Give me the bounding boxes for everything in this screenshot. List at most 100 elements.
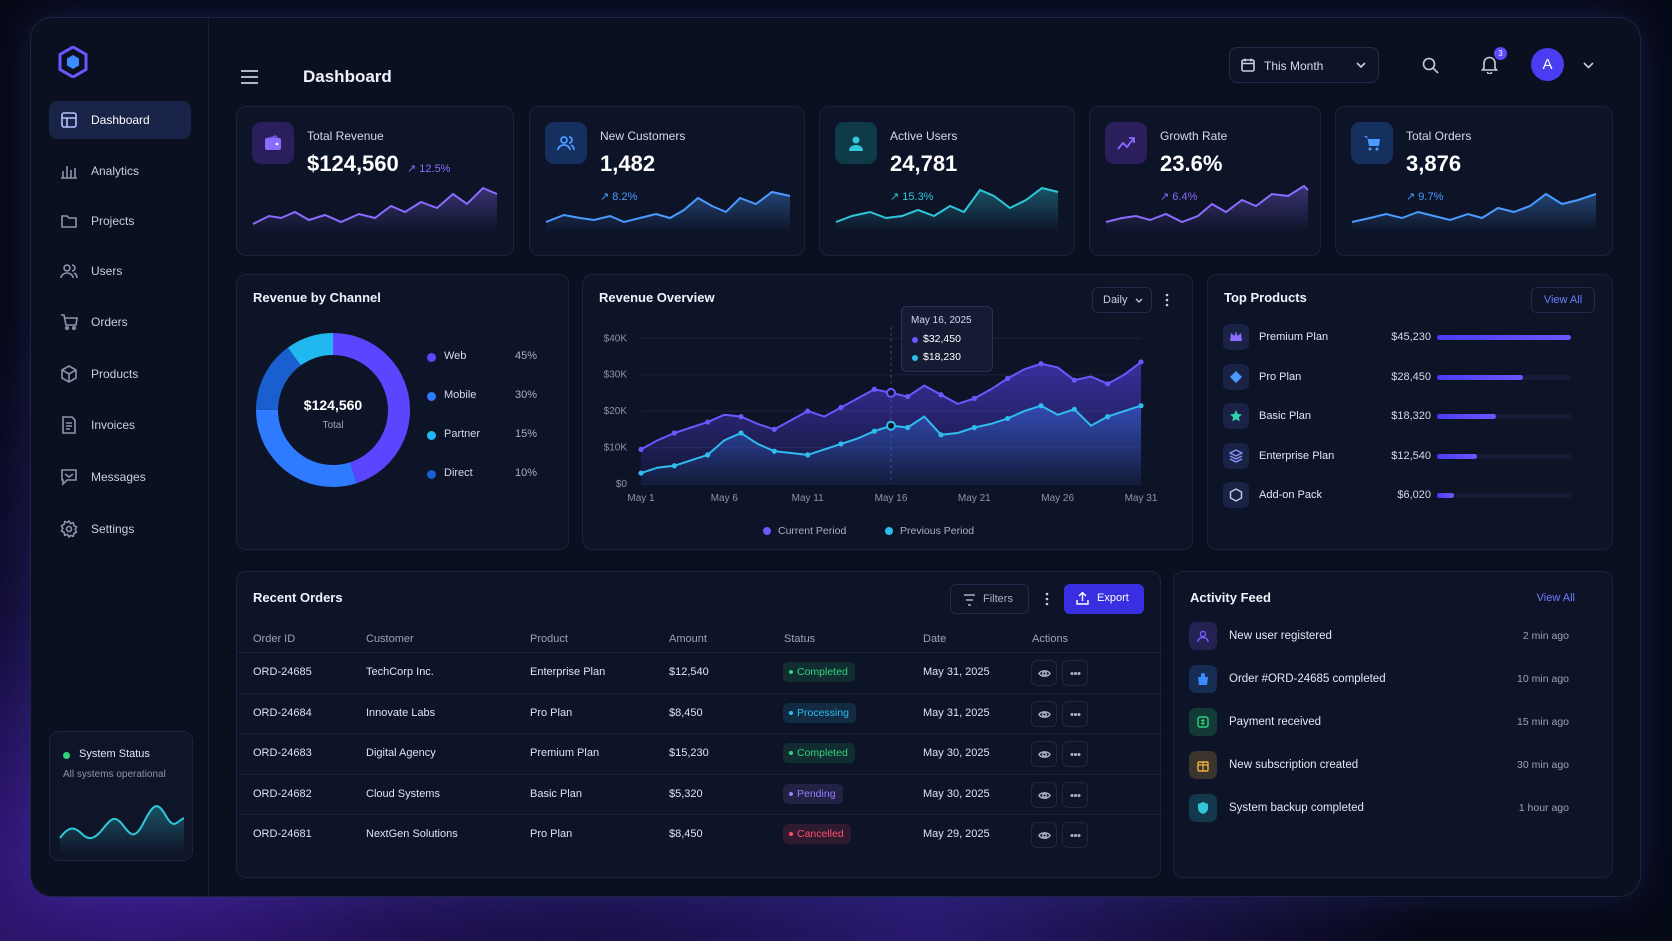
more-actions-button[interactable]	[1062, 822, 1088, 848]
kpi-label: Active Users	[890, 129, 958, 143]
status-badge: Completed	[783, 743, 855, 763]
status-badge: Processing	[783, 702, 856, 723]
table-row[interactable]: ORD-24684 Innovate Labs Pro Plan $8,450 Proc…	[237, 692, 1162, 733]
system-status-subtitle: All systems operational	[63, 769, 166, 780]
money-icon	[1197, 716, 1209, 728]
sidebar-item-messages[interactable]: Messages	[49, 458, 191, 496]
view-order-button[interactable]	[1031, 781, 1057, 808]
more-actions-button[interactable]	[1062, 700, 1088, 727]
data-point	[905, 393, 911, 400]
user-icon	[849, 136, 863, 151]
more-actions-button[interactable]	[1062, 741, 1088, 767]
view-order-button[interactable]	[1031, 660, 1057, 686]
upload-icon	[1076, 592, 1089, 605]
export-button[interactable]: Export	[1064, 584, 1144, 614]
data-point	[805, 452, 811, 458]
data-point	[805, 408, 811, 414]
sidebar-item-label: Analytics	[91, 164, 140, 178]
chevron-down-icon	[1356, 62, 1366, 69]
sidebar-item-projects[interactable]: Projects	[49, 202, 191, 240]
activity-time: 2 min ago	[1522, 630, 1569, 642]
avatar[interactable]: A	[1531, 48, 1564, 81]
revenue-by-channel-card: Revenue by Channel $124,560 Total Web 45%…	[236, 274, 569, 550]
cell-amount: $8,450	[669, 828, 703, 840]
period-select[interactable]: This Month	[1229, 47, 1379, 83]
column-header: Product	[530, 633, 568, 645]
sidebar-item-orders[interactable]: Orders	[49, 303, 191, 341]
layers-icon	[1229, 448, 1243, 463]
card-title: Revenue Overview	[599, 290, 715, 305]
status-badge: Completed	[783, 662, 855, 682]
top-products-card: Top Products View All Premium Plan $45,23…	[1207, 274, 1613, 550]
more-vertical-icon[interactable]	[1045, 592, 1049, 606]
view-all-activity-link[interactable]: View All	[1536, 592, 1575, 604]
sidebar-item-label: Dashboard	[91, 113, 150, 127]
cell-id: ORD-24681	[253, 828, 312, 840]
chevron-down-icon[interactable]	[1583, 62, 1594, 69]
view-all-products-button[interactable]: View All	[1531, 287, 1595, 313]
product-name: Enterprise Plan	[1259, 449, 1335, 462]
more-horizontal-icon	[1070, 752, 1081, 757]
sidebar-item-products[interactable]: Products	[49, 355, 191, 393]
data-point	[1138, 403, 1144, 409]
sidebar-item-invoices[interactable]: Invoices	[49, 406, 191, 444]
chart-tooltip: May 16, 2025 $32,450 $18,230	[901, 306, 993, 372]
data-point	[971, 424, 977, 431]
data-point	[938, 392, 944, 398]
activity-item[interactable]: Payment received 15 min ago	[1189, 706, 1569, 740]
data-point	[705, 452, 711, 458]
tooltip-current: $32,450	[923, 333, 961, 345]
activity-time: 1 hour ago	[1518, 802, 1569, 814]
cell-amount: $5,320	[669, 787, 703, 800]
data-point	[886, 420, 896, 431]
kpi-sparkline	[1105, 184, 1309, 232]
cart-icon	[1364, 136, 1380, 151]
x-tick-label: May 31	[1125, 493, 1158, 504]
recent-orders-card: Recent Orders Filters Export Order ID Cus…	[236, 571, 1162, 878]
menu-icon[interactable]	[241, 70, 258, 84]
kpi-icon-box	[1105, 122, 1147, 164]
table-row[interactable]: ORD-24685 TechCorp Inc. Enterprise Plan $12…	[237, 652, 1162, 692]
trend-up-icon	[1117, 137, 1135, 150]
cell-date: May 29, 2025	[923, 828, 990, 840]
table-row[interactable]: ORD-24682 Cloud Systems Basic Plan $5,320 Pe…	[237, 773, 1162, 814]
kpi-change: ↗ 9.7%	[1406, 191, 1444, 203]
sidebar-item-settings[interactable]: Settings	[49, 510, 191, 548]
more-actions-button[interactable]	[1062, 781, 1088, 808]
eye-icon	[1038, 832, 1051, 839]
notification-badge: 3	[1494, 47, 1507, 60]
data-point	[671, 463, 677, 469]
kpi-change: ↗ 8.2%	[600, 191, 638, 203]
product-row: Basic Plan $18,320	[1223, 402, 1573, 430]
more-horizontal-icon	[1070, 712, 1081, 716]
view-order-button[interactable]	[1031, 700, 1057, 727]
sidebar-item-users[interactable]: Users	[49, 252, 191, 290]
product-bar	[1437, 493, 1454, 498]
activity-item[interactable]: New subscription created 30 min ago	[1189, 749, 1569, 783]
more-vertical-icon[interactable]	[1165, 293, 1169, 307]
view-order-button[interactable]	[1031, 741, 1057, 767]
more-actions-button[interactable]	[1062, 660, 1088, 686]
range-select[interactable]: Daily	[1092, 287, 1152, 313]
kpi-value: 24,781	[890, 151, 958, 176]
sidebar-item-analytics[interactable]: Analytics	[49, 152, 191, 190]
activity-item[interactable]: Order #ORD-24685 completed 10 min ago	[1189, 663, 1569, 697]
activity-item[interactable]: System backup completed 1 hour ago	[1189, 792, 1569, 826]
bell-icon[interactable]	[1481, 55, 1498, 74]
table-row[interactable]: ORD-24683 Digital Agency Premium Plan $15,2…	[237, 733, 1162, 773]
cell-customer: TechCorp Inc.	[366, 666, 434, 678]
filters-button[interactable]: Filters	[950, 584, 1029, 614]
cell-customer: NextGen Solutions	[366, 828, 458, 840]
activity-item[interactable]: New user registered 2 min ago	[1189, 620, 1569, 654]
kpi-label: Growth Rate	[1160, 129, 1228, 143]
kpi-card-new-customers: New Customers 1,482 ↗ 8.2%	[529, 106, 805, 256]
table-row[interactable]: ORD-24681 NextGen Solutions Pro Plan $8,450…	[237, 814, 1162, 854]
gear-icon	[60, 520, 78, 538]
column-header: Order ID	[253, 633, 296, 645]
view-order-button[interactable]	[1031, 822, 1057, 848]
search-icon[interactable]	[1422, 57, 1439, 74]
activity-icon-box	[1189, 622, 1217, 650]
sidebar-item-dashboard[interactable]: Dashboard	[49, 101, 191, 139]
data-point	[971, 395, 977, 401]
product-value: $6,020	[1397, 489, 1431, 501]
